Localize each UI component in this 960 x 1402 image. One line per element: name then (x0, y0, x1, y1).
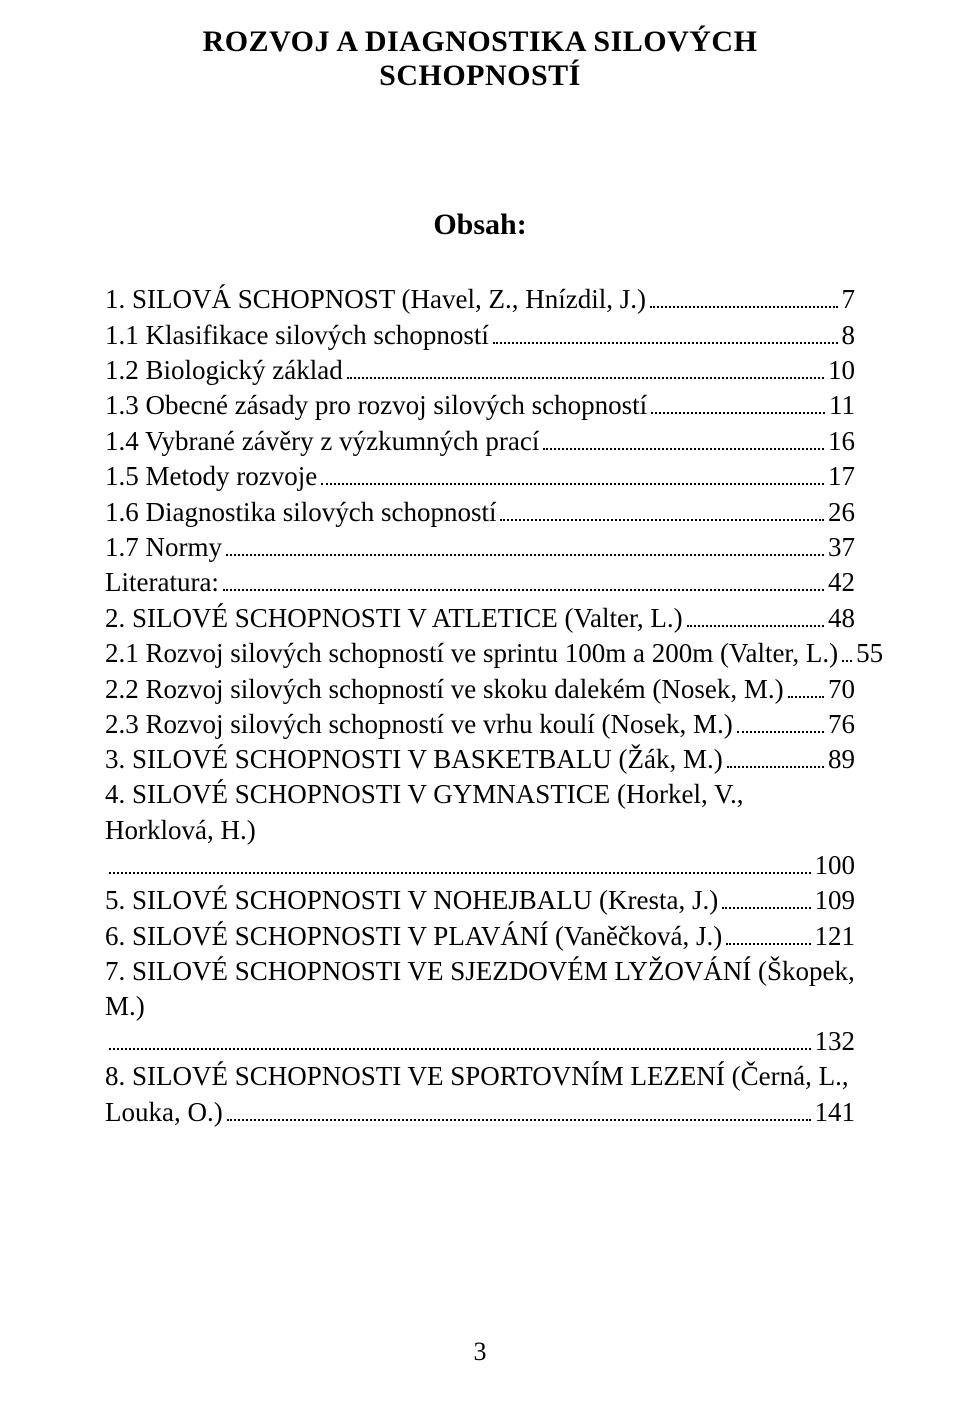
toc-entry-page: 141 (815, 1095, 856, 1130)
toc-leader-dots (227, 1095, 811, 1121)
toc-entry-page: 26 (828, 495, 855, 530)
toc-leader-dots (226, 530, 824, 556)
toc-entry-page: 100 (815, 848, 856, 883)
toc-leader-dots (493, 317, 838, 343)
toc-entry-page: 16 (828, 424, 855, 459)
toc-entry-page: 89 (828, 742, 855, 777)
toc-entry: 6. SILOVÉ SCHOPNOSTI V PLAVÁNÍ (Vaněčkov… (105, 918, 855, 953)
toc-entry-text: 1.1 Klasifikace silových schopností (105, 318, 489, 353)
toc-entry: 1.1 Klasifikace silových schopností 8 (105, 317, 855, 352)
toc-entry: 2.1 Rozvoj silových schopností ve sprint… (105, 636, 855, 671)
document-title: ROZVOJ A DIAGNOSTIKA SILOVÝCH SCHOPNOSTÍ (105, 25, 855, 93)
toc-entry: 2.3 Rozvoj silových schopností ve vrhu k… (105, 707, 855, 742)
toc-leader-dots (727, 742, 824, 768)
toc-leader-dots (543, 424, 824, 450)
toc-entry: 1.2 Biologický základ 10 (105, 353, 855, 388)
toc-entry-page: 76 (828, 707, 855, 742)
toc-entry: 1.4 Vybrané závěry z výzkumných prací 16 (105, 424, 855, 459)
table-of-contents: 1. SILOVÁ SCHOPNOST (Havel, Z., Hnízdil,… (105, 282, 855, 1130)
toc-entry-page: 10 (828, 353, 855, 388)
toc-entry: 1.5 Metody rozvoje 17 (105, 459, 855, 494)
toc-entry-text: 3. SILOVÉ SCHOPNOSTI V BASKETBALU (Žák, … (105, 742, 723, 777)
toc-entry-page: 48 (828, 601, 855, 636)
toc-entry-page: 121 (815, 919, 856, 954)
toc-entry: 1.6 Diagnostika silových schopností 26 (105, 494, 855, 529)
toc-entry-page: 37 (828, 530, 855, 565)
toc-leader-dots (109, 848, 811, 874)
toc-entry-text: 2.2 Rozvoj silových schopností ve skoku … (105, 672, 784, 707)
toc-entry: 1. SILOVÁ SCHOPNOST (Havel, Z., Hnízdil,… (105, 282, 855, 317)
toc-entry: 100 (105, 848, 855, 883)
toc-entry-page: 17 (828, 459, 855, 494)
toc-leader-dots (737, 707, 824, 733)
toc-entry-text: Louka, O.) (105, 1095, 223, 1130)
toc-entry: Louka, O.) 141 (105, 1095, 855, 1130)
toc-entry: 3. SILOVÉ SCHOPNOSTI V BASKETBALU (Žák, … (105, 742, 855, 777)
page-number: 3 (0, 1337, 960, 1367)
toc-leader-dots (687, 601, 824, 627)
toc-leader-dots (347, 353, 824, 379)
toc-entry-text: 1.3 Obecné zásady pro rozvoj silových sc… (105, 388, 647, 423)
toc-entry-page: 70 (828, 672, 855, 707)
toc-leader-dots (109, 1024, 811, 1050)
toc-leader-dots (651, 388, 825, 414)
toc-leader-dots (722, 883, 810, 909)
toc-entry-text: 2.1 Rozvoj silových schopností ve sprint… (105, 636, 838, 671)
toc-leader-dots (223, 565, 824, 591)
toc-entry: Literatura: 42 (105, 565, 855, 600)
toc-entry: 1.3 Obecné zásady pro rozvoj silových sc… (105, 388, 855, 423)
toc-entry-text: 6. SILOVÉ SCHOPNOSTI V PLAVÁNÍ (Vaněčkov… (105, 919, 722, 954)
toc-leader-dots (726, 918, 810, 944)
toc-entry: 1.7 Normy 37 (105, 530, 855, 565)
toc-entry-page: 109 (815, 883, 856, 918)
toc-entry-text: 4. SILOVÉ SCHOPNOSTI V GYMNASTICE (Horke… (105, 777, 855, 847)
toc-entry-page: 42 (828, 565, 855, 600)
toc-entry-page: 8 (842, 318, 856, 353)
document-page: ROZVOJ A DIAGNOSTIKA SILOVÝCH SCHOPNOSTÍ… (0, 0, 960, 1402)
toc-entry-text: 7. SILOVÉ SCHOPNOSTI VE SJEZDOVÉM LYŽOVÁ… (105, 954, 855, 1024)
toc-entry-page: 11 (829, 388, 855, 423)
toc-entry-page: 7 (842, 282, 856, 317)
toc-entry-text: 2.3 Rozvoj silových schopností ve vrhu k… (105, 707, 733, 742)
toc-leader-dots (650, 282, 838, 308)
toc-entry-text: 1.7 Normy (105, 530, 222, 565)
toc-leader-dots (842, 636, 852, 662)
toc-entry-text: 2. SILOVÉ SCHOPNOSTI V ATLETICE (Valter,… (105, 601, 683, 636)
toc-entry-page: 55 (856, 636, 883, 671)
toc-leader-dots (321, 459, 824, 485)
toc-entry-text: 1.2 Biologický základ (105, 353, 343, 388)
toc-leader-dots (788, 671, 824, 697)
toc-entry-text: 8. SILOVÉ SCHOPNOSTI VE SPORTOVNÍM LEZEN… (105, 1059, 855, 1094)
toc-heading: Obsah: (105, 208, 855, 242)
toc-entry: 2.2 Rozvoj silových schopností ve skoku … (105, 671, 855, 706)
toc-entry-text: 1. SILOVÁ SCHOPNOST (Havel, Z., Hnízdil,… (105, 282, 646, 317)
toc-entry-page: 132 (815, 1024, 856, 1059)
toc-entry-text: 1.4 Vybrané závěry z výzkumných prací (105, 424, 539, 459)
toc-entry: 132 (105, 1024, 855, 1059)
toc-entry: 2. SILOVÉ SCHOPNOSTI V ATLETICE (Valter,… (105, 601, 855, 636)
toc-leader-dots (500, 494, 824, 520)
toc-entry-text: 1.6 Diagnostika silových schopností (105, 495, 496, 530)
toc-entry: 5. SILOVÉ SCHOPNOSTI V NOHEJBALU (Kresta… (105, 883, 855, 918)
toc-entry-text: 1.5 Metody rozvoje (105, 459, 317, 494)
toc-entry-text: Literatura: (105, 565, 219, 600)
toc-entry-text: 5. SILOVÉ SCHOPNOSTI V NOHEJBALU (Kresta… (105, 883, 718, 918)
